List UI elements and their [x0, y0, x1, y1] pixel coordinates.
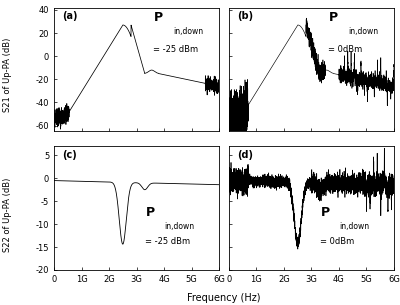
- Text: (c): (c): [62, 150, 77, 160]
- Text: = 0dBm: = 0dBm: [320, 236, 354, 246]
- Text: $\bf{P}$: $\bf{P}$: [153, 11, 164, 24]
- Text: Frequency (Hz): Frequency (Hz): [187, 293, 261, 303]
- Text: S21 of Up-PA (dB): S21 of Up-PA (dB): [3, 38, 12, 112]
- Text: in,down: in,down: [173, 27, 203, 36]
- Text: $\bf{P}$: $\bf{P}$: [145, 206, 156, 219]
- Text: = -25 dBm: = -25 dBm: [153, 45, 198, 54]
- Text: in,down: in,down: [164, 222, 195, 231]
- Text: S22 of Up-PA (dB): S22 of Up-PA (dB): [3, 178, 12, 252]
- Text: = 0dBm: = 0dBm: [328, 45, 362, 54]
- Text: (b): (b): [237, 11, 253, 21]
- Text: (a): (a): [62, 11, 78, 21]
- Text: (d): (d): [237, 150, 253, 160]
- Text: $\bf{P}$: $\bf{P}$: [328, 11, 339, 24]
- Text: $\bf{P}$: $\bf{P}$: [320, 206, 330, 219]
- Text: = -25 dBm: = -25 dBm: [145, 236, 190, 246]
- Text: in,down: in,down: [348, 27, 378, 36]
- Text: in,down: in,down: [340, 222, 370, 231]
